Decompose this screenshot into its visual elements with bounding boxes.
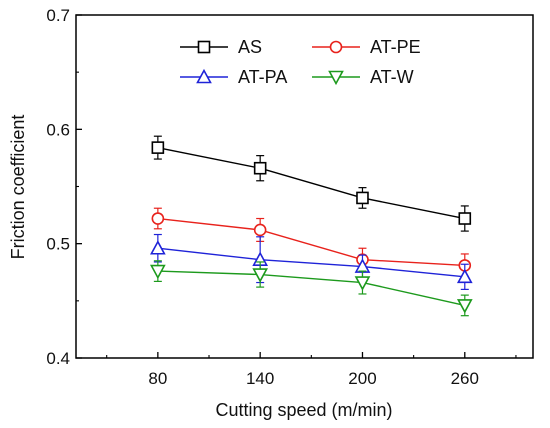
x-tick-label: 260 bbox=[451, 369, 479, 388]
series-line-as bbox=[157, 146, 465, 220]
x-tick-label: 80 bbox=[148, 369, 167, 388]
legend-marker bbox=[196, 68, 212, 84]
y-axis: 0.4 0.5 0.6 0.7 bbox=[46, 6, 82, 368]
data-point bbox=[150, 264, 166, 280]
series-at-w bbox=[150, 260, 473, 317]
series-line-at-pe bbox=[157, 217, 465, 267]
y-tick-label: 0.4 bbox=[46, 349, 70, 368]
legend-item-at-pa: AT-PA bbox=[180, 67, 287, 87]
y-tick-label: 0.6 bbox=[46, 120, 70, 139]
legend-marker bbox=[329, 40, 343, 54]
series-at-pe bbox=[151, 207, 472, 278]
y-axis-title: Friction coefficient bbox=[8, 115, 28, 260]
data-point bbox=[458, 212, 472, 225]
legend-label: AT-PE bbox=[370, 37, 421, 57]
legend-label: AS bbox=[238, 37, 262, 57]
legend-label: AT-W bbox=[370, 67, 414, 87]
series-line-at-w bbox=[157, 270, 465, 307]
series-as bbox=[151, 135, 472, 232]
data-point bbox=[456, 299, 473, 314]
x-tick-label: 140 bbox=[246, 369, 274, 388]
x-axis-title: Cutting speed (m/min) bbox=[215, 400, 392, 420]
data-point bbox=[354, 276, 371, 291]
y-tick-label: 0.7 bbox=[46, 6, 70, 25]
legend-item-at-pe: AT-PE bbox=[312, 37, 421, 57]
y-tick-label: 0.5 bbox=[46, 235, 70, 254]
data-point bbox=[253, 161, 267, 175]
legend-item-as: AS bbox=[180, 37, 262, 57]
data-point bbox=[151, 141, 165, 154]
series-line-at-pa bbox=[157, 247, 465, 278]
x-tick-label: 200 bbox=[348, 369, 376, 388]
legend-label: AT-PA bbox=[238, 67, 287, 87]
data-point bbox=[456, 268, 473, 284]
data-point bbox=[253, 223, 267, 237]
series-at-pa bbox=[150, 233, 473, 290]
legend-item-at-w: AT-W bbox=[312, 67, 414, 87]
series-layer bbox=[150, 135, 473, 317]
data-point bbox=[356, 191, 369, 205]
data-point bbox=[252, 268, 269, 283]
x-axis: 80 140 200 260 bbox=[106, 352, 517, 388]
legend: AS AT-PE AT-PA AT-W bbox=[180, 37, 421, 87]
legend-marker bbox=[328, 70, 344, 86]
legend-marker bbox=[197, 40, 211, 54]
data-point bbox=[151, 212, 165, 225]
data-point bbox=[150, 240, 166, 255]
